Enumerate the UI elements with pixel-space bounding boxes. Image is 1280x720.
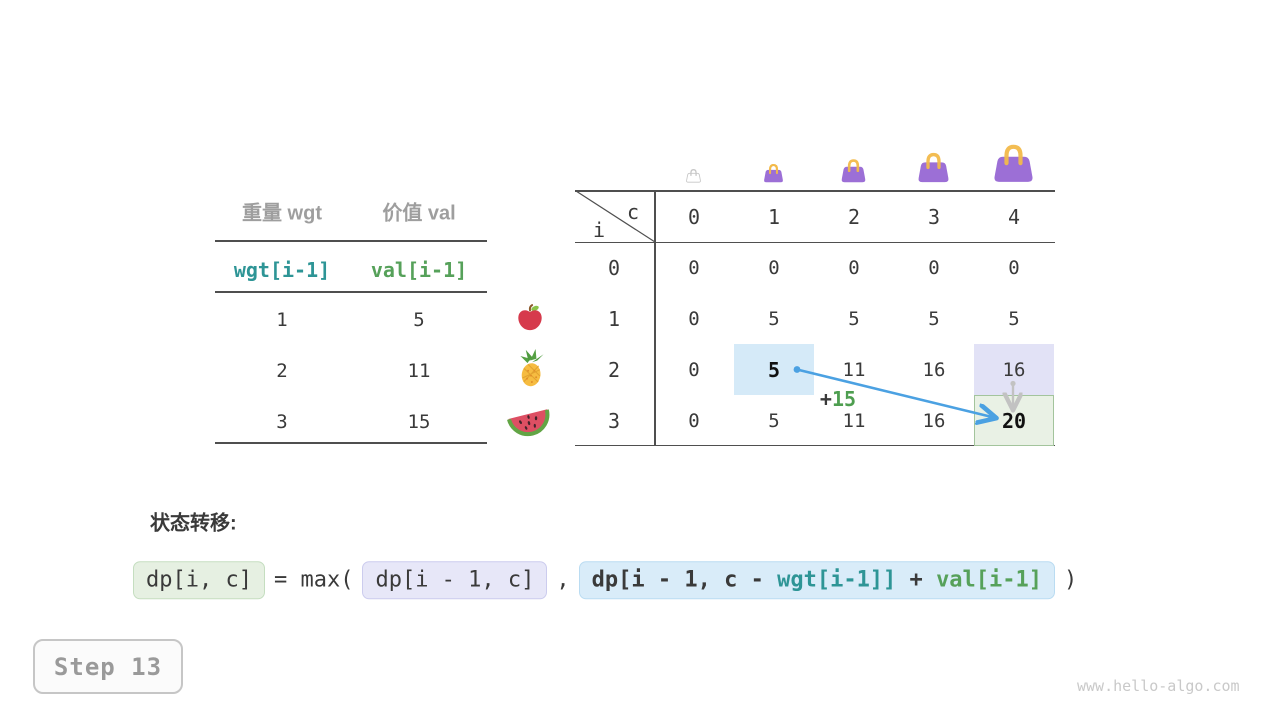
dp-row-header-2: 2: [607, 358, 621, 382]
divider: [215, 240, 487, 242]
dp-col-header-0: 0: [687, 205, 701, 229]
step-badge: Step 13: [33, 639, 183, 694]
formula-take-box: dp[i - 1, c - wgt[i-1]] + val[i-1]: [578, 561, 1056, 599]
dp-table-vertical-border: [654, 190, 656, 446]
dp-cell-0-0: 0: [688, 257, 700, 279]
dp-cell-2-1-source: 5: [767, 358, 781, 382]
dp-cell-3-4-current: 20: [1001, 409, 1027, 433]
dp-cell-0-3: 0: [928, 257, 940, 279]
dp-col-header-4: 4: [1007, 205, 1021, 229]
dp-col-header-2: 2: [847, 205, 861, 229]
dp-cell-2-0: 0: [688, 359, 700, 381]
dp-cell-1-4: 5: [1008, 308, 1020, 330]
divider: [215, 291, 487, 293]
arrow-annotation: +15: [820, 387, 856, 411]
formula-operator: = max(: [273, 567, 354, 593]
divider: [215, 442, 487, 444]
item-table-symbol-val: val[i-1]: [370, 258, 468, 282]
item-value-3: 15: [407, 411, 431, 433]
item-table-header-weight: 重量 wgt: [242, 202, 322, 225]
bag-icon-capacity-1: [764, 163, 783, 183]
dp-row-header-0: 0: [607, 256, 621, 280]
dp-table-top-border: [575, 190, 1055, 192]
dp-cell-0-2: 0: [848, 257, 860, 279]
dp-corner-row-var: i: [592, 218, 606, 242]
dp-cell-1-0: 0: [688, 308, 700, 330]
dp-table-bottom-border: [575, 444, 1055, 446]
dp-row-header-3: 3: [607, 409, 621, 433]
dp-cell-0-4: 0: [1008, 257, 1020, 279]
item-weight-1: 1: [276, 309, 288, 331]
dp-cell-1-3: 5: [928, 308, 940, 330]
pineapple-icon: [520, 348, 544, 387]
dp-row-header-1: 1: [607, 307, 621, 331]
dp-cell-2-3: 16: [922, 359, 946, 381]
dp-cell-2-2: 11: [842, 359, 866, 381]
dp-cell-3-3: 16: [922, 410, 946, 432]
dp-col-header-3: 3: [927, 205, 941, 229]
formula-separator: ,: [556, 567, 570, 593]
dp-cell-1-1: 5: [768, 308, 780, 330]
item-weight-2: 2: [276, 360, 288, 382]
formula-result-box: dp[i, c]: [133, 561, 265, 599]
transition-label: 状态转移:: [150, 512, 237, 535]
transition-formula: dp[i, c] = max( dp[i - 1, c] , dp[i - 1,…: [133, 561, 1086, 599]
formula-keep-box: dp[i - 1, c]: [362, 561, 548, 599]
bag-icon-capacity-4: [994, 144, 1033, 182]
dp-cell-3-1: 5: [768, 410, 780, 432]
apple-icon: [518, 304, 542, 331]
dp-cell-3-0: 0: [688, 410, 700, 432]
item-table-symbol-wgt: wgt[i-1]: [233, 258, 331, 282]
take-weight-term: wgt[i-1]]: [777, 567, 897, 593]
formula-close-paren: ): [1064, 567, 1078, 593]
dp-table-corner-diagonal: [575, 190, 656, 243]
dp-corner-col-var: c: [626, 200, 640, 224]
annotation-plus-sign: +: [819, 387, 832, 411]
item-value-2: 11: [407, 360, 431, 382]
take-plus: +: [896, 567, 937, 593]
step-label: Step 13: [53, 652, 163, 681]
bag-icon-capacity-3: [918, 152, 949, 183]
dp-cell-1-2: 5: [848, 308, 860, 330]
watermark: www.hello-algo.com: [1077, 677, 1240, 695]
take-value-term: val[i-1]: [936, 567, 1043, 593]
bag-icon-capacity-2: [841, 159, 866, 183]
dp-table-header-border: [575, 241, 1055, 243]
bag-icon-capacity-0: [686, 169, 701, 183]
annotation-value: 15: [831, 387, 857, 411]
item-table-header-value: 价值 val: [382, 202, 456, 225]
dp-cell-0-1: 0: [768, 257, 780, 279]
dp-cell-2-4-prev: 16: [1002, 359, 1026, 381]
dp-col-header-1: 1: [767, 205, 781, 229]
item-value-1: 5: [413, 309, 425, 331]
dp-cell-3-2: 11: [842, 410, 866, 432]
watermelon-icon: [507, 409, 550, 437]
take-prefix: dp[i - 1, c -: [591, 567, 778, 593]
item-weight-3: 3: [276, 411, 288, 433]
